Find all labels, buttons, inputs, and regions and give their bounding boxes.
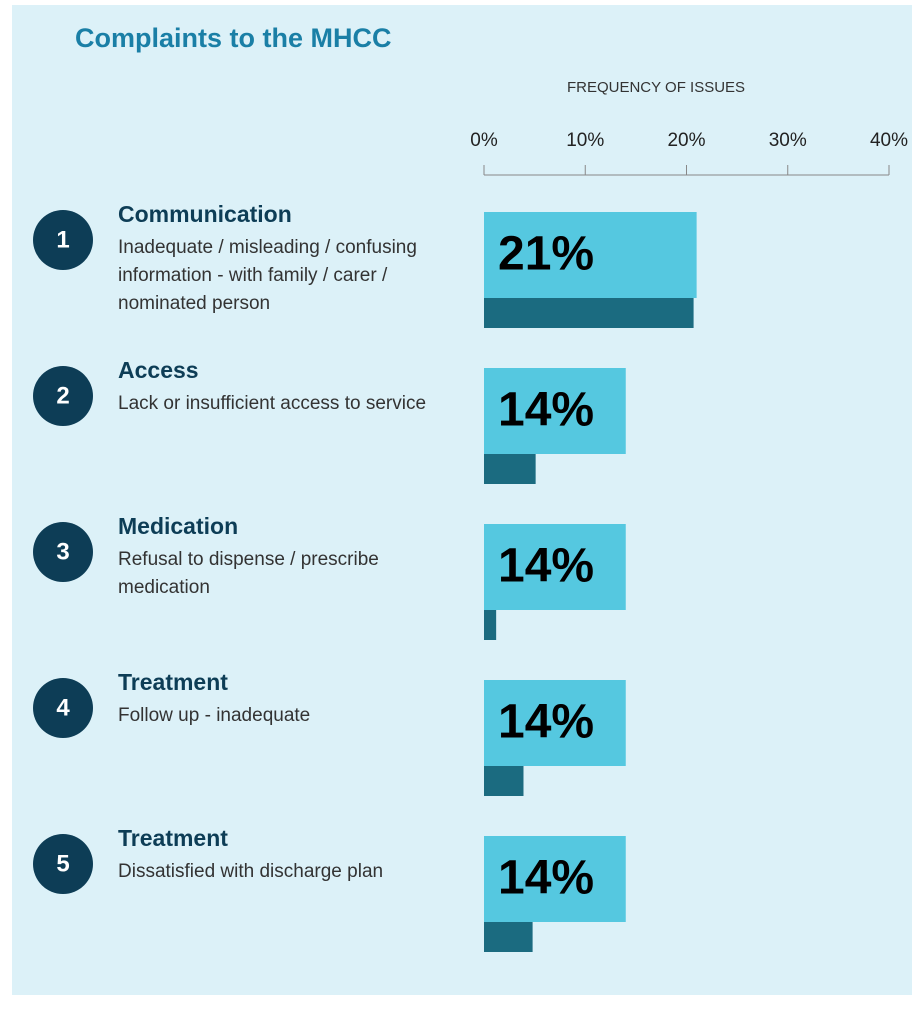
category-title: Medication [118,513,239,539]
bar [484,212,697,298]
bar [484,836,626,922]
bar [484,298,694,328]
value-label: 14% [498,384,594,437]
bar [484,766,524,796]
bar [484,368,626,454]
rank-badge [33,522,93,582]
bar [484,610,497,640]
category-description: Follow up - inadequate [118,705,311,726]
value-label: 14% [498,852,594,905]
rank-badge [33,210,93,270]
category-title: Treatment [118,825,228,851]
rank-number: 1 [56,226,69,253]
x-tick-label: 20% [667,130,705,151]
bar [484,680,626,766]
x-tick-label: 0% [470,130,498,151]
x-tick-label: 10% [566,130,604,151]
value-label: 21% [498,228,594,281]
panel [12,5,912,995]
axis-title: FREQUENCY OF ISSUES [567,79,745,96]
category-description: Lack or insufficient access to service [118,393,427,414]
category-description: Refusal to dispense / prescribe medicati… [118,549,379,598]
category-description: Inadequate / misleading / confusing info… [118,237,417,314]
category-description: Dissatisfied with discharge plan [118,861,384,882]
rank-badge [33,834,93,894]
rank-number: 5 [56,850,69,877]
rank-number: 2 [56,382,69,409]
category-title: Treatment [118,669,228,695]
rank-number: 4 [56,694,70,721]
category-title: Communication [118,201,292,227]
chart-title: Complaints to the MHCC [75,23,392,53]
rank-badge [33,678,93,738]
bar [484,454,536,484]
category-title: Access [118,357,199,383]
bar [484,922,533,952]
value-label: 14% [498,540,594,593]
value-label: 14% [498,696,594,749]
bar [484,524,626,610]
x-tick-label: 40% [870,130,908,151]
x-tick-label: 30% [769,130,807,151]
rank-badge [33,366,93,426]
rank-number: 3 [56,538,69,565]
